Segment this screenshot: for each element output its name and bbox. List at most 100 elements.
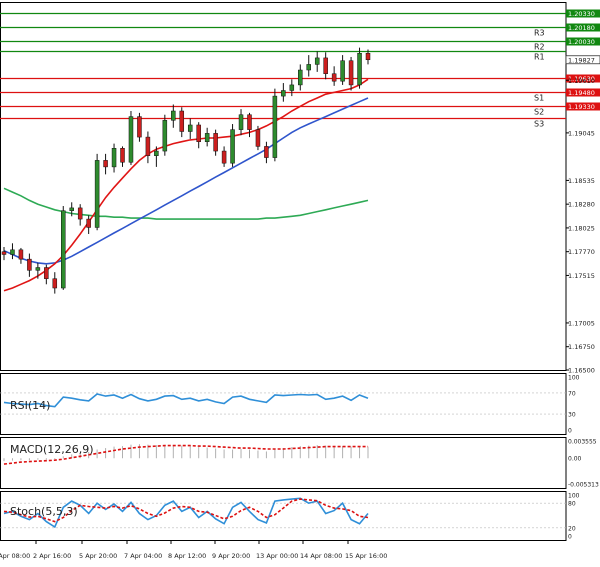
level-price-box <box>566 9 600 18</box>
indicator-tick-label: 0 <box>568 428 572 435</box>
candle-body-bull <box>289 84 295 91</box>
level-price-label: 1.20180 <box>568 24 595 32</box>
candle-body-bear <box>86 218 91 228</box>
candle-body-bull <box>340 60 345 82</box>
candle-body-bull <box>154 150 159 156</box>
candle-body-bear <box>247 114 252 130</box>
rsi-line <box>3 393 369 408</box>
rsi-label: RSI(14) <box>10 399 50 412</box>
candle-body-bear <box>120 148 125 163</box>
price-tick-label: 1.19610 <box>568 77 595 85</box>
level-price-box <box>566 37 600 46</box>
indicator-tick-label: 0 <box>568 534 572 541</box>
ma-mid-line <box>3 97 369 265</box>
price-tick-label: 1.17515 <box>568 272 595 280</box>
candle-body-bull <box>171 110 176 121</box>
level-name-R1: R1 <box>534 53 545 62</box>
price-tick-label: 1.17770 <box>568 248 595 256</box>
time-axis: 1 Apr 08:002 Apr 16:00 5 Apr 20:00 7 Apr 0… <box>0 540 387 560</box>
indicator-tick-label: 100 <box>568 493 580 500</box>
candle-body-bear <box>179 110 185 132</box>
candle-body-bear <box>18 249 24 260</box>
candle-body-bear <box>1 251 7 255</box>
candle-body-bull <box>306 64 311 71</box>
price-tick-label: 1.18280 <box>568 201 595 209</box>
candle-body-bear <box>137 116 142 138</box>
time-tick-label: 7 Apr 04:00 <box>124 552 162 560</box>
price-tick-label: 1.18535 <box>568 177 595 185</box>
indicator-tick-label: 100 <box>568 375 580 382</box>
price-tick-label: 1.18025 <box>568 224 595 232</box>
candle-body-bull <box>314 57 320 65</box>
candle-body-bull <box>128 116 134 163</box>
candle-body-bull <box>272 95 278 158</box>
candle-body-bull <box>111 148 117 168</box>
candle-body-bull <box>94 160 100 228</box>
indicator-tick-label: 0.003555 <box>568 439 597 446</box>
candle-body-bull <box>162 120 168 152</box>
level-name-S1: S1 <box>534 94 544 103</box>
level-price-box <box>566 102 600 111</box>
candle-body-bear <box>213 133 218 152</box>
stoch-pane-frame <box>0 491 567 541</box>
level-price-box <box>566 23 600 32</box>
current-price-box <box>565 55 600 65</box>
level-price-label: 1.19630 <box>568 75 595 83</box>
candle-body-bear <box>331 73 337 82</box>
time-tick-label: 9 Apr 20:00 <box>212 552 250 560</box>
moving-averages <box>3 78 369 292</box>
price-tick-label: 1.17005 <box>568 319 595 327</box>
macd-label: MACD(12,26,9) <box>10 443 94 456</box>
candle-body-bear <box>196 124 201 142</box>
time-tick-label: 1 Apr 08:00 <box>0 552 30 560</box>
candle-body-bear <box>323 57 328 74</box>
candle-body-bear <box>44 267 49 279</box>
level-price-label: 1.19480 <box>568 89 595 97</box>
level-name-S3: S3 <box>534 120 544 129</box>
candle-body-bear <box>348 60 354 86</box>
candle-body-bull <box>10 249 15 255</box>
main-price-axis: 1.19610 1.19045 1.18535 1.18280 1.18025 1.177… <box>565 55 600 375</box>
level-name-S2: S2 <box>534 108 544 117</box>
price-tick-label: 1.19045 <box>568 129 595 137</box>
pivot-levels: 1.20330 R3 1.20180 R2 1.20030 R1 1.19630 S1 1.19… <box>0 9 600 129</box>
candle-body-bull <box>35 267 41 271</box>
candle-body-bull <box>298 69 303 86</box>
macd-pane-frame <box>0 437 567 489</box>
candle-body-bull <box>187 124 193 132</box>
time-tick-label: 15 Apr 16:00 <box>345 552 387 560</box>
time-tick-label: 14 Apr 08:00 <box>300 552 342 560</box>
indicator-tick-label: 30 <box>568 412 576 419</box>
time-tick-label: 13 Apr 00:00 <box>256 552 298 560</box>
level-price-label: 1.19330 <box>568 103 595 111</box>
candle-body-bull <box>61 210 66 289</box>
indicator-tick-label: 70 <box>568 390 576 397</box>
candle-body-bear <box>365 52 371 61</box>
candle-body-bear <box>52 278 58 289</box>
pane-frames <box>0 2 567 541</box>
candle-body-bull <box>69 207 74 211</box>
level-name-R2: R2 <box>534 43 545 52</box>
price-tick-label: 1.16500 <box>568 367 595 375</box>
candle-body-bear <box>27 258 32 271</box>
current-price-label: 1.19827 <box>568 56 595 64</box>
indicator-tick-label: 80 <box>568 501 576 508</box>
macd-signal-line <box>3 444 368 465</box>
macd-pane: 0.003555 0.00 -0.005313 MACD(12,26,9) <box>3 439 599 489</box>
indicator-tick-label: 20 <box>568 525 576 532</box>
level-price-box <box>566 88 600 97</box>
stoch-label: Stoch(5,5,3) <box>10 505 78 518</box>
level-price-label: 1.20330 <box>568 10 595 18</box>
price-tick-label: 1.16750 <box>568 343 595 351</box>
indicator-tick-label: -0.005313 <box>568 482 599 489</box>
candle-body-bear <box>77 207 83 220</box>
candle-body-bull <box>230 129 235 164</box>
indicator-tick-label: 0.00 <box>568 456 582 463</box>
candle-body-bear <box>103 160 108 168</box>
time-tick-label: 5 Apr 20:00 <box>79 552 117 560</box>
rsi-pane-frame <box>0 373 567 435</box>
level-price-label: 1.20030 <box>568 38 595 46</box>
candle-body-bear <box>145 136 151 156</box>
